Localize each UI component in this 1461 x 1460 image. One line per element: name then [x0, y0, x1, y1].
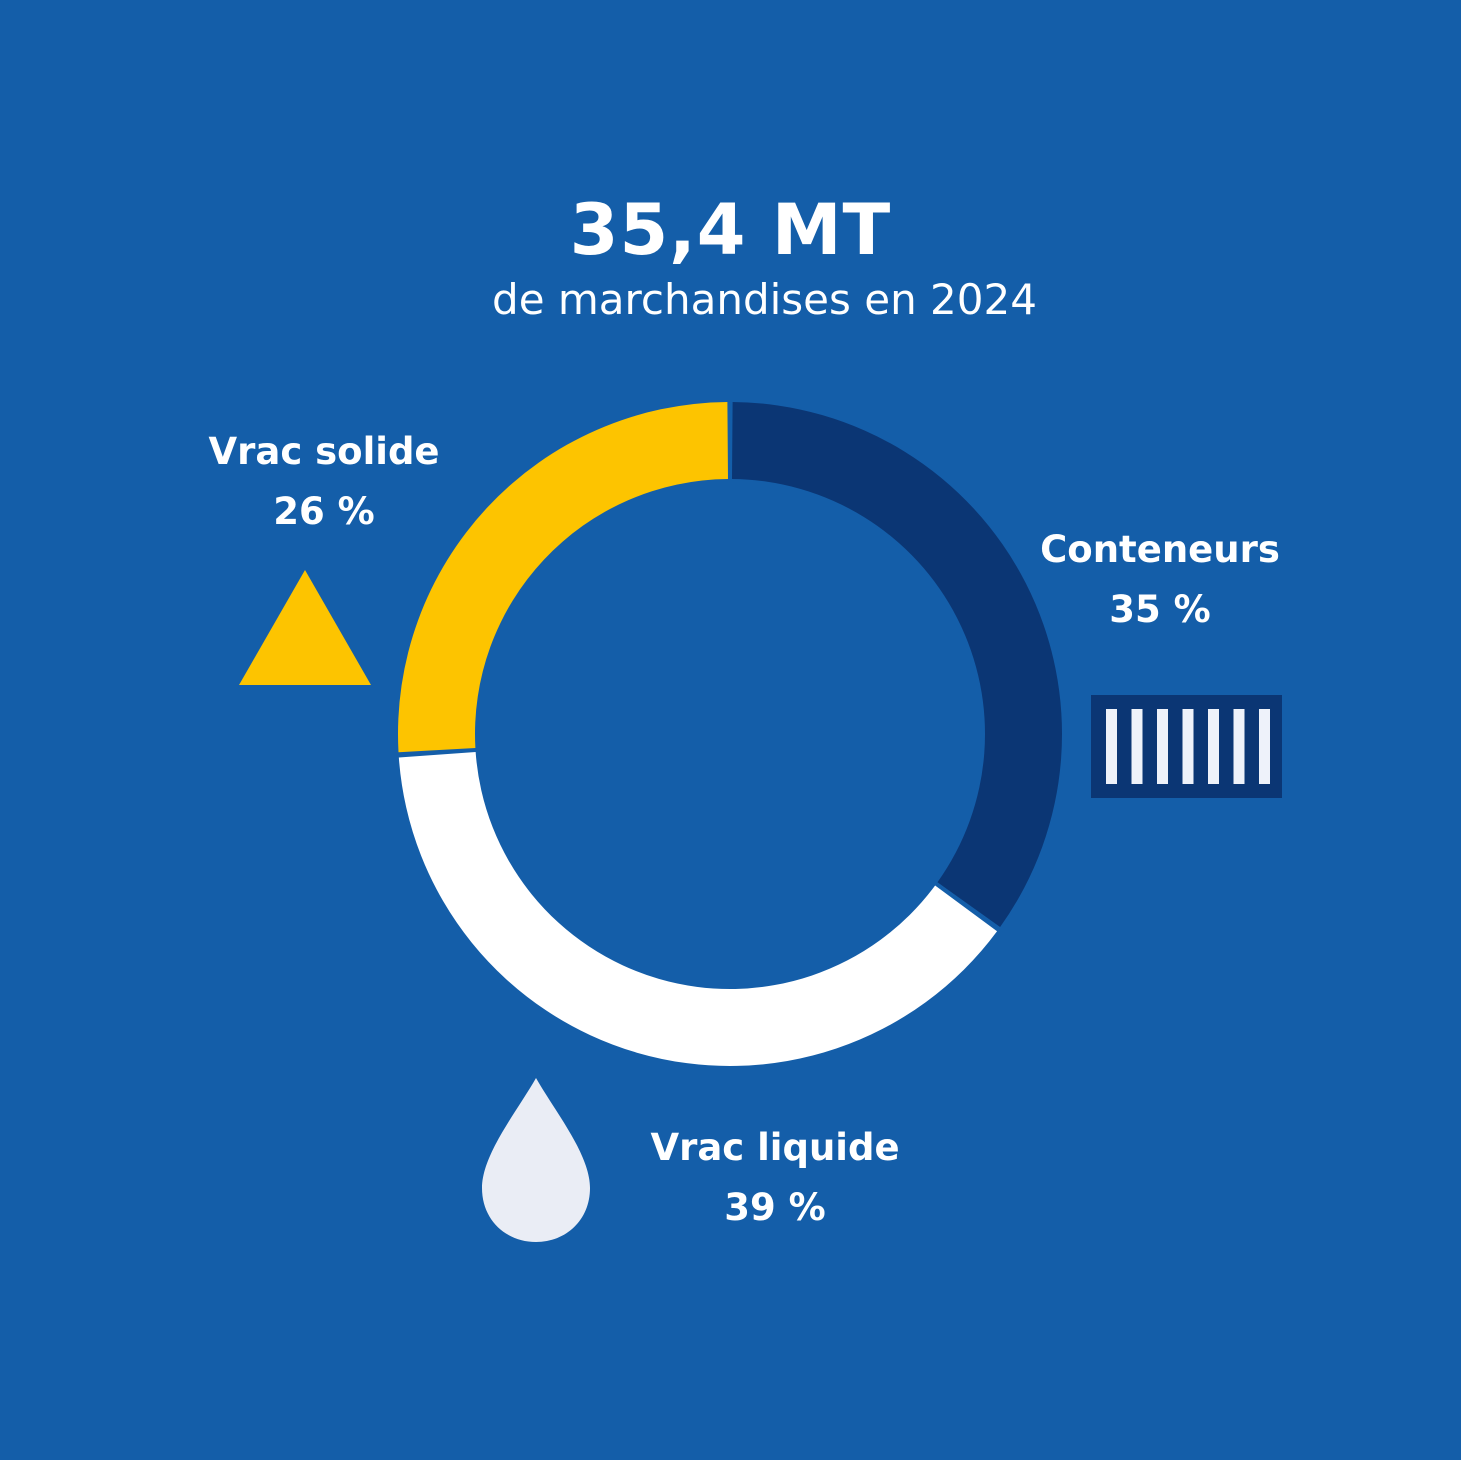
- chart-title: 35,4 MT: [569, 189, 892, 271]
- category-label-vrac-solide: Vrac solide: [208, 430, 440, 473]
- slice-conteneurs: [732, 402, 1062, 928]
- value-label-vrac-solide: 26 %: [273, 490, 375, 533]
- value-label-vrac-liquide: 39 %: [724, 1186, 826, 1229]
- label-vrac-solide: Vrac solide 26 %: [174, 428, 474, 536]
- slice-vrac-solide: [398, 402, 728, 753]
- category-label-vrac-liquide: Vrac liquide: [650, 1126, 900, 1169]
- chart-subtitle: de marchandises en 2024: [492, 275, 1037, 324]
- container-bar: [1182, 709, 1194, 784]
- container-icon: [1091, 695, 1282, 798]
- container-bar: [1233, 709, 1245, 784]
- slice-vrac-liquide: [398, 752, 998, 1066]
- category-label-conteneurs: Conteneurs: [1040, 528, 1280, 571]
- container-bar: [1157, 709, 1168, 784]
- drop-icon: [482, 1078, 590, 1242]
- label-vrac-liquide: Vrac liquide 39 %: [625, 1124, 925, 1232]
- triangle-icon: [239, 570, 371, 685]
- value-label-conteneurs: 35 %: [1109, 588, 1211, 631]
- container-bar: [1131, 709, 1143, 784]
- container-bar: [1106, 709, 1117, 784]
- label-conteneurs: Conteneurs 35 %: [1010, 526, 1310, 634]
- container-bar: [1208, 709, 1219, 784]
- container-bar: [1259, 709, 1270, 784]
